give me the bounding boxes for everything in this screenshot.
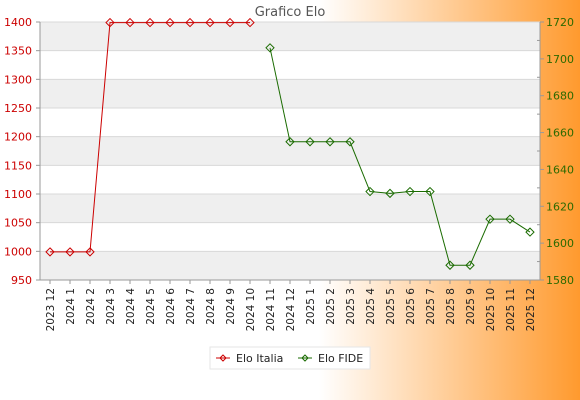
elo-fide-point — [405, 186, 415, 197]
elo-italia-point — [145, 17, 155, 28]
right-tick-label: 1700 — [546, 53, 574, 66]
elo-italia-point — [185, 17, 195, 28]
x-tick-label: 2024 11 — [265, 288, 277, 331]
x-tick-label: 2024 1 — [65, 288, 77, 325]
x-tick-label: 2025 9 — [465, 288, 477, 325]
grid-band — [40, 194, 540, 223]
elo-fide-point — [525, 227, 535, 237]
legend-label-elo-fide: Elo FIDE — [318, 352, 363, 365]
chart-title: Grafico Elo — [255, 5, 326, 20]
left-tick-label: 1400 — [4, 16, 32, 29]
left-tick-label: 1150 — [4, 159, 32, 172]
elo-italia-point — [65, 247, 75, 257]
right-tick-label: 1680 — [546, 90, 574, 103]
x-tick-label: 2024 6 — [165, 288, 177, 325]
x-tick-label: 2025 10 — [485, 288, 497, 331]
left-tick-label: 1300 — [4, 73, 32, 86]
x-tick-label: 2025 6 — [405, 288, 417, 325]
elo-italia-point — [225, 17, 235, 28]
left-tick-label: 950 — [11, 274, 32, 287]
grid-band — [40, 22, 540, 51]
elo-italia-point — [205, 17, 215, 28]
elo-fide-point — [285, 137, 295, 147]
x-tick-label: 2025 12 — [525, 288, 537, 331]
x-tick-label: 2025 2 — [325, 288, 337, 325]
elo-italia-point — [125, 17, 135, 28]
legend-label-elo-italia: Elo Italia — [236, 352, 283, 365]
legend-marker-elo-fide — [301, 354, 309, 362]
elo-italia-line — [50, 22, 250, 253]
right-tick-label: 1640 — [546, 163, 574, 176]
elo-fide-point — [325, 137, 335, 147]
elo-fide-point — [425, 186, 435, 197]
left-tick-label: 1200 — [4, 131, 32, 144]
elo-italia-point — [105, 17, 115, 28]
left-tick-label: 1350 — [4, 45, 32, 58]
x-tick-label: 2024 12 — [285, 288, 297, 331]
left-tick-label: 1050 — [4, 217, 32, 230]
right-tick-label: 1580 — [546, 274, 574, 287]
legend-marker-elo-italia — [219, 354, 227, 362]
elo-fide-point — [305, 137, 315, 147]
x-tick-label: 2024 8 — [205, 288, 217, 325]
legend-box — [209, 346, 371, 370]
right-tick-label: 1620 — [546, 200, 574, 213]
elo-italia-point — [165, 17, 175, 28]
x-tick-label: 2024 4 — [125, 288, 137, 325]
x-tick-label: 2025 8 — [445, 288, 457, 325]
x-tick-label: 2025 7 — [425, 288, 437, 325]
grid-band — [40, 79, 540, 108]
x-tick-label: 2025 3 — [345, 288, 357, 325]
elo-fide-point — [365, 186, 375, 197]
elo-fide-point — [345, 137, 355, 147]
elo-fide-point — [465, 260, 475, 270]
x-tick-label: 2023 12 — [45, 288, 57, 331]
x-tick-label: 2024 5 — [145, 288, 157, 325]
elo-italia-point — [245, 17, 255, 28]
elo-fide-point — [445, 260, 455, 270]
elo-fide-point — [505, 214, 515, 224]
x-tick-label: 2025 11 — [505, 288, 517, 331]
left-tick-label: 1100 — [4, 188, 32, 201]
x-tick-label: 2024 10 — [245, 288, 257, 331]
x-tick-label: 2024 3 — [105, 288, 117, 325]
x-tick-label: 2025 4 — [365, 288, 377, 325]
elo-fide-point — [485, 214, 495, 224]
elo-italia-point — [45, 247, 55, 257]
right-tick-label: 1600 — [546, 237, 574, 250]
x-tick-label: 2024 7 — [185, 288, 197, 325]
x-tick-label: 2024 9 — [225, 288, 237, 325]
left-tick-label: 1250 — [4, 102, 32, 115]
left-tick-label: 1000 — [4, 245, 32, 258]
x-tick-label: 2024 2 — [85, 288, 97, 325]
x-tick-label: 2025 5 — [385, 288, 397, 325]
elo-fide-point — [385, 188, 395, 199]
elo-italia-point — [85, 247, 95, 257]
right-tick-label: 1720 — [546, 16, 574, 29]
elo-fide-point — [265, 43, 275, 53]
right-tick-label: 1660 — [546, 127, 574, 140]
x-tick-label: 2025 1 — [305, 288, 317, 325]
